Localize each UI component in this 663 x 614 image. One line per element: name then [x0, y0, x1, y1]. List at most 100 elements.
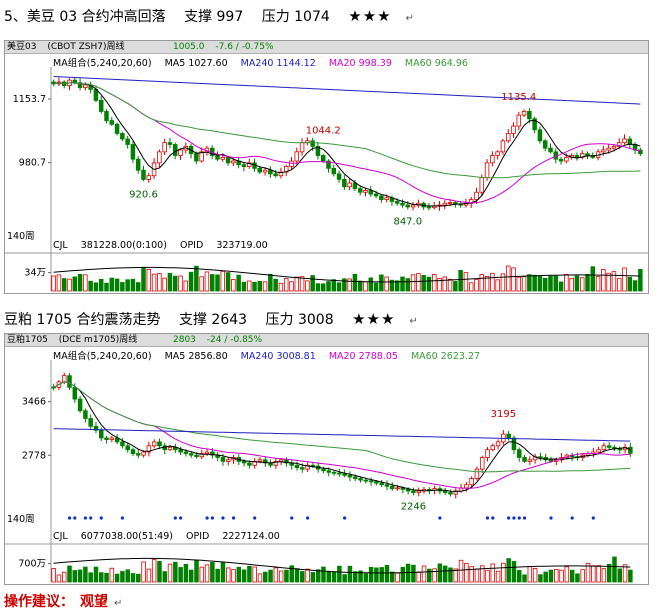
volume-bar: [252, 566, 257, 583]
volume-bar: [474, 568, 480, 583]
volume-bar: [125, 279, 130, 292]
instrument-name: 豆粕1705: [7, 335, 48, 345]
candle: [363, 479, 369, 482]
candle: [495, 441, 501, 447]
volume-bar: [363, 281, 368, 292]
volume-bar: [373, 282, 379, 292]
candle: [532, 118, 537, 131]
candle: [426, 206, 432, 209]
volume-bar: [463, 272, 469, 292]
volume-bar: [109, 567, 115, 583]
volume-tick-label: 700万: [18, 559, 46, 570]
candle: [130, 449, 136, 454]
volume-bar: [342, 574, 347, 583]
volume-bar: [554, 569, 559, 583]
volume-bar: [178, 567, 183, 583]
volume-bar: [569, 569, 575, 583]
candle: [511, 125, 516, 134]
candle: [299, 142, 305, 153]
volume-tick-label: 34万: [24, 268, 46, 279]
candle: [447, 202, 453, 204]
volume-bar: [585, 274, 590, 292]
ma60-line: [53, 381, 631, 473]
candle: [469, 478, 474, 486]
volume-bar: [448, 567, 453, 583]
advice-value: 观望: [80, 594, 108, 610]
signal-marker: [438, 516, 442, 520]
candle: [326, 160, 331, 169]
volume-bar: [427, 568, 432, 583]
candle: [294, 464, 300, 468]
volume-bar: [527, 566, 533, 583]
heading-soybean: 5、美豆 03 合约冲高回落 支撑 997 压力 1074 ★★★ ↵: [4, 6, 428, 26]
volume-bar: [601, 269, 606, 292]
volume-bar: [575, 573, 580, 583]
candle: [617, 448, 623, 451]
volume-bar: [83, 274, 88, 292]
volume-bar: [580, 569, 585, 583]
candle: [99, 429, 104, 439]
candle: [395, 487, 400, 490]
candle: [61, 375, 67, 383]
candle: [136, 453, 141, 456]
volume-bar: [395, 572, 400, 583]
last-price-readout: 1005.0 -7.6 / -0.75%: [173, 41, 274, 53]
volume-bar: [231, 569, 236, 583]
signal-marker: [491, 516, 495, 520]
volume-bar: [246, 280, 252, 292]
volume-bar: [56, 274, 62, 292]
volume-bar: [596, 565, 601, 583]
volume-bar: [151, 559, 157, 583]
candle: [495, 151, 500, 156]
volume-bar: [426, 276, 432, 292]
candle: [331, 471, 337, 474]
candle: [527, 111, 532, 120]
volume-bar: [188, 569, 194, 583]
volume-bar: [215, 274, 220, 292]
volume-bar: [310, 572, 316, 583]
heading-soybean-support: 支撑 997: [184, 9, 244, 25]
advice-label: 操作建议：: [4, 594, 74, 610]
candle: [611, 145, 617, 149]
candle: [273, 173, 278, 177]
candle: [241, 164, 247, 167]
candle: [268, 169, 273, 175]
volume-bar: [400, 276, 405, 292]
candle: [616, 142, 622, 147]
heading-soymeal-support: 支撑 2643: [178, 312, 248, 328]
signal-marker: [179, 516, 183, 520]
volume-bar: [564, 566, 570, 583]
volume-bar: [574, 275, 580, 292]
volume-bar: [114, 573, 120, 583]
last-price: 2803: [173, 335, 196, 345]
volume-label: CJL: [53, 240, 68, 251]
candle: [442, 202, 448, 206]
volume-bar: [447, 278, 453, 292]
candle: [474, 191, 479, 201]
volume-bar: [437, 563, 443, 583]
candle: [390, 485, 395, 490]
candle: [500, 140, 506, 153]
candle: [162, 142, 167, 153]
volume-bar: [167, 563, 173, 583]
ma20-line: [53, 82, 641, 204]
volume-bar: [305, 280, 310, 292]
candle: [601, 445, 607, 451]
volume-bar: [591, 565, 596, 583]
heading-soybean-title: 5、美豆 03 合约冲高回落: [4, 9, 166, 25]
volume-bar: [109, 277, 115, 292]
candle: [125, 138, 130, 145]
volume-bar: [204, 271, 210, 292]
ma240-legend: MA240 1144.12: [240, 58, 316, 69]
candle: [505, 133, 511, 142]
volume-bar: [93, 282, 99, 292]
candle: [638, 149, 643, 155]
candle: [384, 197, 389, 201]
volume-bar: [278, 570, 284, 583]
candle: [199, 453, 205, 458]
volume-bar: [585, 562, 591, 583]
signal-marker: [306, 516, 310, 520]
heading-soybean-resistance: 压力 1074: [261, 9, 330, 25]
candle: [72, 386, 78, 400]
volume-bar: [511, 267, 516, 292]
